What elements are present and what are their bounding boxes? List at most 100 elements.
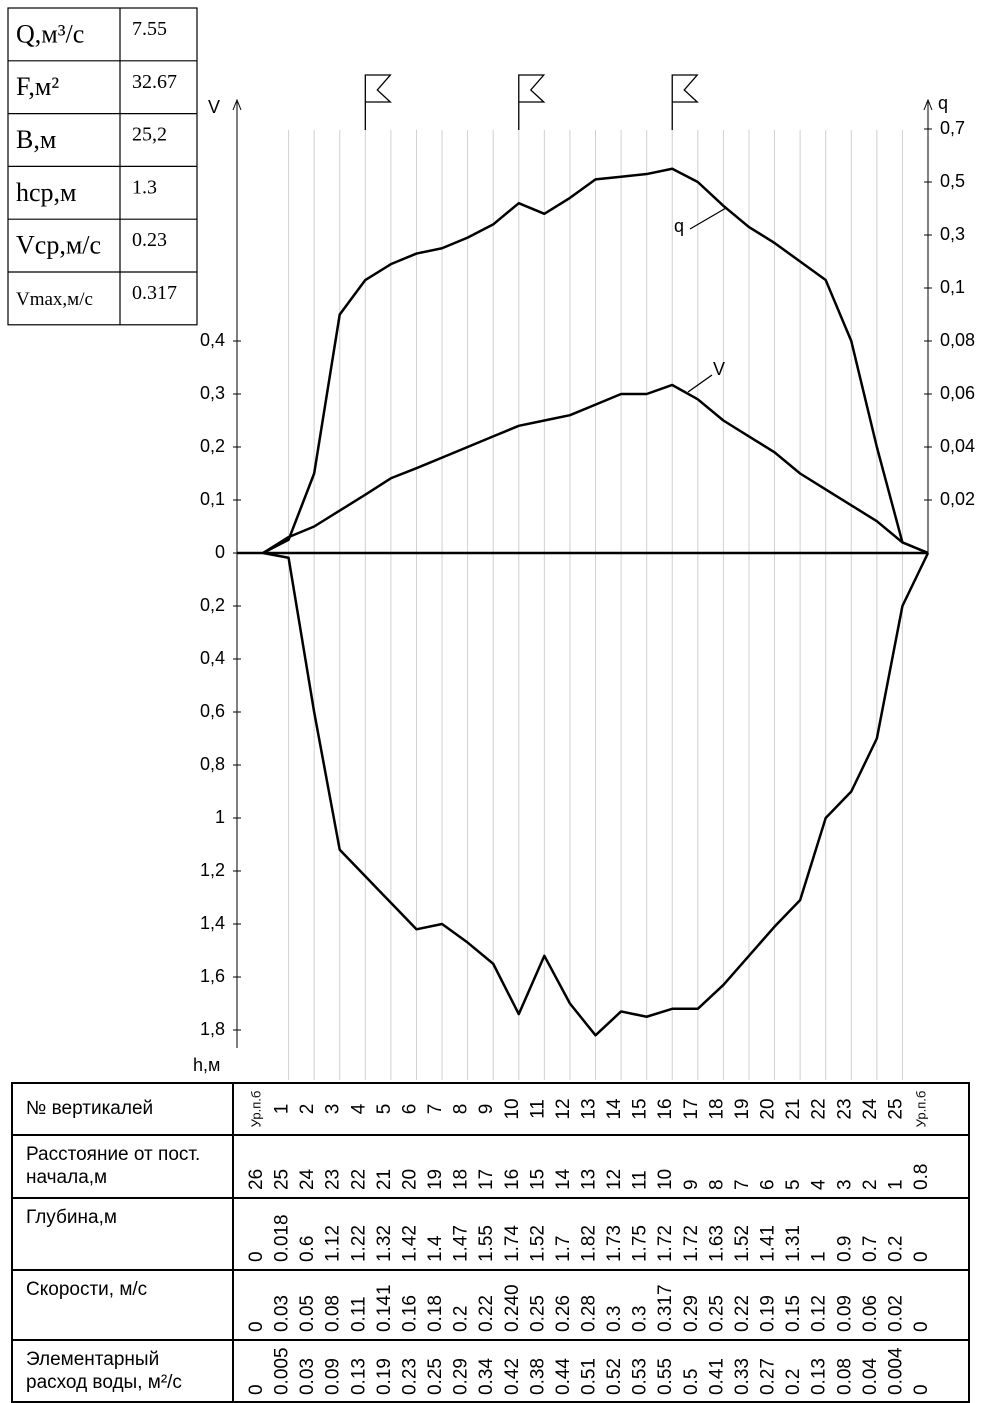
flag (518, 74, 546, 130)
cell-velocities: 0.26 (553, 1295, 574, 1332)
cell-discharges: 0.52 (604, 1358, 625, 1395)
cell-velocities: 0.02 (885, 1295, 906, 1332)
cell-velocities: 0.09 (834, 1295, 855, 1332)
cell-verticals: 20 (758, 1098, 779, 1119)
cell-discharges: 0 (911, 1384, 932, 1395)
summary-label: F,м² (16, 72, 59, 101)
v-tick-label: 0 (215, 542, 225, 562)
cell-verticals: 16 (655, 1098, 676, 1119)
cell-depths: 1.22 (348, 1225, 369, 1262)
cell-velocities: 0.05 (297, 1295, 318, 1332)
cell-distances: 9 (681, 1179, 702, 1190)
cell-distances: 3 (834, 1179, 855, 1190)
cell-verticals: 4 (348, 1103, 369, 1114)
cell-velocities: 0.06 (860, 1295, 881, 1332)
cell-velocities: 0.141 (374, 1284, 395, 1332)
cell-depths: 0.9 (834, 1236, 855, 1262)
cell-distances: 14 (553, 1168, 574, 1190)
cell-velocities: 0.317 (655, 1284, 676, 1332)
cell-depths: 1.72 (681, 1225, 702, 1262)
cell-depths: 0.018 (272, 1214, 293, 1262)
row-label: Элементарный расход воды, м²/с (26, 1349, 182, 1393)
cell-distances: 5 (783, 1179, 804, 1190)
q-tick-label: 0,04 (940, 436, 975, 456)
cell-velocities: 0.29 (681, 1295, 702, 1332)
v-axis-arrow (232, 98, 242, 111)
cell-velocities: 0.12 (809, 1295, 830, 1332)
row-label: № вертикалей (26, 1098, 154, 1119)
cell-depths: 0 (911, 1251, 932, 1262)
cell-velocities: 0 (246, 1321, 267, 1332)
q-tick-label: 0,08 (940, 330, 975, 350)
cell-verticals: 23 (834, 1098, 855, 1119)
cell-discharges: 0.03 (297, 1358, 318, 1395)
cell-verticals: 9 (476, 1104, 497, 1115)
cell-distances: 2 (860, 1179, 881, 1190)
cell-discharges: 0.51 (579, 1358, 600, 1395)
cell-verticals: 10 (502, 1098, 523, 1119)
cell-discharges: 0.55 (655, 1358, 676, 1395)
cell-distances: 18 (451, 1169, 472, 1190)
h-tick-label: 0,4 (200, 648, 225, 668)
cell-verticals: 19 (732, 1098, 753, 1119)
cell-distances: 12 (604, 1169, 625, 1190)
cell-distances: 17 (476, 1169, 497, 1190)
cell-discharges: 0 (246, 1384, 267, 1395)
cell-velocities: 0.25 (706, 1295, 727, 1332)
cell-verticals: 1 (272, 1104, 293, 1115)
cell-verticals: 15 (630, 1098, 651, 1119)
cell-distances: 20 (399, 1169, 420, 1190)
cell-verticals: 24 (860, 1098, 881, 1120)
velocity-curve (262, 383, 929, 555)
cell-discharges: 0.23 (399, 1358, 420, 1395)
cell-depths: 0.6 (297, 1236, 318, 1262)
cell-discharges: 0.004 (885, 1347, 906, 1395)
cell-distances: 19 (425, 1169, 446, 1190)
cell-velocities: 0.03 (272, 1295, 293, 1332)
q-axis-arrow (923, 98, 933, 111)
cell-depths: 1.42 (399, 1225, 420, 1262)
v-curve-label: V (713, 359, 725, 379)
row-label: Скорости, м/с (26, 1279, 148, 1300)
cell-velocities: 0.25 (527, 1295, 548, 1332)
cell-verticals: Ур.п.б (248, 1091, 263, 1128)
q-tick-label: 0,02 (940, 489, 975, 509)
cell-velocities: 0.3 (604, 1306, 625, 1332)
v-tick-label: 0,3 (200, 383, 225, 403)
cell-distances: 1 (885, 1179, 906, 1190)
cell-depths: 1.74 (502, 1225, 523, 1262)
cell-verticals: 12 (553, 1098, 574, 1119)
cell-velocities: 0.3 (630, 1306, 651, 1332)
h-tick-label: 1,2 (200, 860, 225, 880)
q-curve-label: q (674, 216, 684, 236)
row-label: Глубина,м (26, 1207, 117, 1228)
cell-discharges: 0.33 (732, 1358, 753, 1395)
summary-label: Q,м³/с (16, 19, 84, 48)
cell-velocities: 0.22 (476, 1295, 497, 1332)
v-tick-label: 0,1 (200, 489, 225, 509)
discharge-curve (262, 167, 929, 555)
cell-depths: 1.52 (732, 1225, 753, 1262)
cell-distances: 16 (502, 1169, 523, 1190)
cell-depths: 1.63 (706, 1225, 727, 1262)
cell-distances: 22 (348, 1169, 369, 1190)
cell-depths: 1.32 (374, 1225, 395, 1262)
row-label: Расстояние от пост. начала,м (26, 1144, 201, 1188)
cell-depths: 1.72 (655, 1225, 676, 1262)
cell-verticals: 18 (706, 1098, 727, 1119)
cell-discharges: 0.2 (783, 1369, 804, 1395)
h-tick-label: 0,8 (200, 754, 225, 774)
cell-distances: 8 (706, 1179, 727, 1190)
profile-table (11, 1082, 970, 1403)
cell-verticals: 14 (604, 1098, 625, 1120)
summary-value: 0.317 (132, 282, 177, 304)
cell-verticals: 3 (323, 1104, 344, 1115)
h-tick-label: 0,6 (200, 701, 225, 721)
cell-velocities: 0.15 (783, 1295, 804, 1332)
cell-distances: 4 (809, 1179, 830, 1190)
summary-label: B,м (16, 125, 56, 154)
cell-discharges: 0.04 (860, 1358, 881, 1395)
cell-verticals: Ур.п.б (913, 1091, 928, 1128)
